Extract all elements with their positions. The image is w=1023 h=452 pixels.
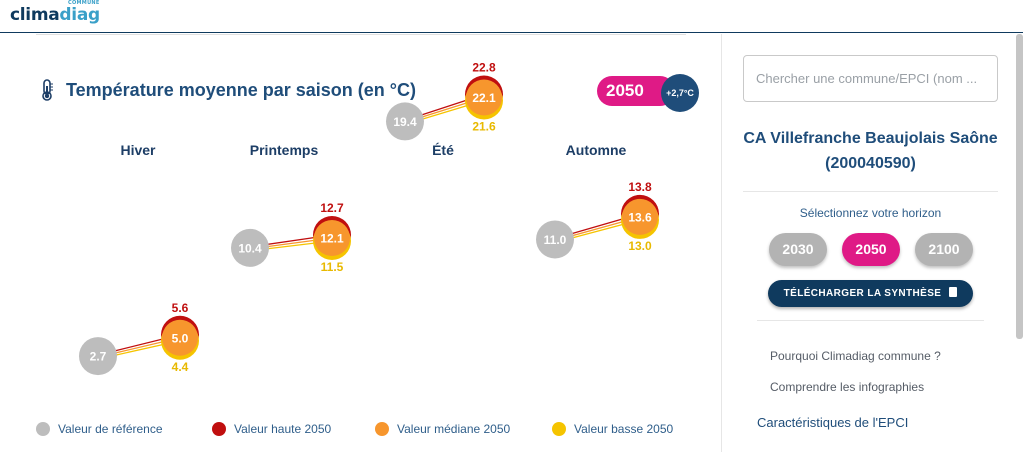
divider — [743, 191, 998, 192]
logo-text-main: clima — [10, 5, 60, 25]
legend-dot — [212, 422, 226, 436]
season-label-hiver: Hiver — [120, 142, 156, 158]
section-caracteristiques[interactable]: Caractéristiques de l'EPCI — [757, 415, 909, 430]
logo-text-commune: COMMUNE — [68, 0, 100, 6]
reference-label-hiver: 2.7 — [90, 350, 107, 364]
median-label-printemps: 12.1 — [320, 231, 344, 245]
median-point-hiver — [162, 319, 198, 356]
reference-point-hiver — [79, 337, 117, 376]
horizon-label: Sélectionnez votre horizon — [799, 206, 942, 220]
median-label-été: 22.1 — [472, 91, 496, 105]
logo-text-accent: diag — [59, 5, 100, 25]
search-input[interactable]: Chercher une commune/EPCI (nom ... — [743, 55, 998, 102]
season-temperature-chart: 2.7 5.0 5.6 4.4 10.4 12.1 12.7 11.5 19.4 22.1 22.8… — [79, 60, 659, 376]
season-label-ete: Été — [432, 142, 454, 158]
high-label-printemps: 12.7 — [320, 201, 344, 215]
title-row: Température moyenne par saison (en °C) — [40, 79, 416, 101]
legend-dot — [552, 422, 566, 436]
reference-label-printemps: 10.4 — [238, 241, 262, 255]
high-label-hiver: 5.6 — [172, 301, 189, 315]
median-label-automne: 13.6 — [628, 210, 652, 224]
high-label-été: 22.8 — [472, 60, 496, 74]
link-comprendre[interactable]: Comprendre les infographies — [770, 380, 925, 394]
link-pourquoi[interactable]: Pourquoi Climadiag commune ? — [770, 349, 941, 363]
legend-label: Valeur médiane 2050 — [397, 422, 511, 436]
legend-dot — [375, 422, 389, 436]
reference-point-automne — [536, 220, 574, 259]
median-point-printemps — [314, 219, 350, 256]
median-label-hiver: 5.0 — [172, 331, 189, 345]
legend-item-median: Valeur médiane 2050 — [375, 422, 552, 436]
scrollbar[interactable] — [1016, 34, 1023, 339]
high-label-automne: 13.8 — [628, 180, 652, 194]
climadiag-logo[interactable]: climadiag COMMUNE — [10, 0, 100, 25]
top-bar: climadiag COMMUNE — [0, 0, 1023, 33]
low-label-printemps: 11.5 — [321, 260, 344, 274]
median-point-automne — [622, 198, 658, 235]
horizon-badge: 2050 +2,7°C — [597, 74, 703, 112]
main-panel: Température moyenne par saison (en °C) 2… — [0, 34, 722, 452]
legend-item-low: Valeur basse 2050 — [552, 422, 673, 436]
low-label-hiver: 4.4 — [172, 360, 189, 374]
low-label-automne: 13.0 — [628, 239, 652, 253]
download-synthesis-button[interactable]: TÉLÉCHARGER LA SYNTHÈSE — [768, 280, 973, 307]
epci-name: CA Villefranche Beaujolais Saône (200040… — [743, 130, 998, 172]
chart-title: Température moyenne par saison (en °C) — [66, 79, 416, 100]
legend-item-reference: Valeur de référence — [36, 422, 212, 436]
horizon-button-2030[interactable]: 2030 — [769, 233, 827, 266]
divider — [36, 34, 686, 35]
legend-dot — [36, 422, 50, 436]
horizon-button-2050[interactable]: 2050 — [842, 233, 900, 266]
legend-label: Valeur basse 2050 — [574, 422, 674, 436]
season-label-automne: Automne — [565, 142, 627, 158]
chart-legend: Valeur de référence Valeur haute 2050 Va… — [36, 422, 673, 436]
reference-point-printemps — [231, 228, 269, 267]
thermometer-icon — [42, 79, 53, 101]
divider — [757, 320, 984, 321]
warming-badge: +2,7°C — [661, 74, 699, 112]
median-point-été — [466, 79, 502, 116]
reference-label-été: 19.4 — [393, 115, 417, 129]
download-label: TÉLÉCHARGER LA SYNTHÈSE — [783, 288, 942, 299]
reference-label-automne: 11.0 — [544, 233, 567, 247]
legend-label: Valeur haute 2050 — [234, 422, 332, 436]
horizon-button-2100[interactable]: 2100 — [915, 233, 973, 266]
reference-point-été — [386, 102, 424, 141]
season-label-printemps: Printemps — [249, 142, 319, 158]
legend-item-high: Valeur haute 2050 — [212, 422, 375, 436]
legend-label: Valeur de référence — [58, 422, 163, 436]
document-icon — [949, 287, 958, 297]
low-label-été: 21.6 — [472, 119, 496, 133]
sidebar: Chercher une commune/EPCI (nom ... CA Vi… — [723, 34, 1023, 452]
